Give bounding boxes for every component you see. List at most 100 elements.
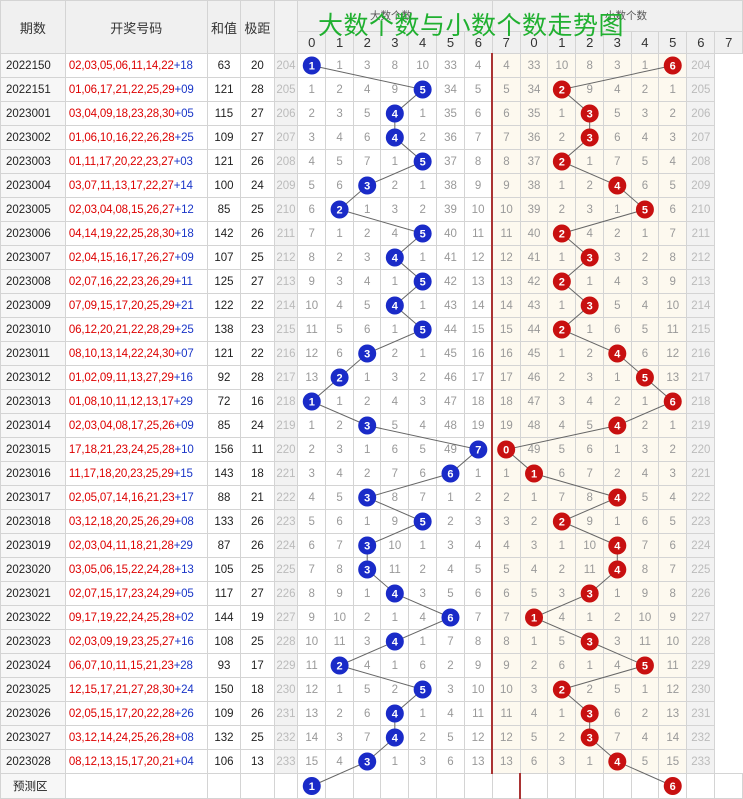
big-omission-cell: 8	[297, 245, 327, 270]
small-omission-cell: 3	[575, 245, 605, 270]
span-cell: 25	[240, 629, 275, 654]
predict-cell[interactable]	[273, 773, 299, 799]
small-omission-cell: 1	[519, 461, 549, 486]
small-omission-cell: 9	[491, 653, 521, 678]
predict-cell[interactable]	[658, 773, 688, 799]
big-omission-cell: 2	[352, 389, 382, 414]
small-col-2: 2	[575, 31, 605, 54]
span-cell: 25	[240, 557, 275, 582]
predict-cell[interactable]	[630, 773, 660, 799]
big-omission-cell: 39	[436, 197, 465, 222]
small-omission-cell: 5	[603, 293, 632, 318]
small-omission-cell: 3	[603, 629, 632, 654]
small-omission-cell: 5	[630, 317, 660, 342]
small-omission-cell: 45	[519, 341, 549, 366]
span-cell: 17	[240, 653, 275, 678]
predict-cell[interactable]	[408, 773, 438, 799]
big-group-label: 大数个数	[370, 10, 412, 22]
numbers-cell: 08,12,13,15,17,20,21+04	[64, 749, 208, 774]
big-omission-cell: 4	[380, 389, 410, 414]
predict-cell[interactable]	[686, 773, 716, 799]
big-omission-cell: 13	[297, 701, 327, 726]
big-omission-cell: 1	[297, 77, 327, 102]
big-omission-cell: 8	[325, 557, 354, 582]
big-omission-cell: 1	[380, 605, 410, 630]
sum-cell: 72	[206, 389, 242, 414]
big-omission-cell: 1	[325, 677, 354, 702]
big-omission-cell: 8	[463, 149, 493, 174]
small-omission-cell: 6	[547, 653, 577, 678]
small-omission-cell: 1	[575, 653, 605, 678]
big-omission-cell: 2	[408, 125, 438, 150]
row-index-cell: 207	[273, 125, 299, 150]
big-omission-cell: 7	[380, 461, 410, 486]
row-index-cell: 226	[273, 581, 299, 606]
predict-cell[interactable]	[240, 773, 275, 799]
row-index-cell: 218	[273, 389, 299, 414]
big-omission-cell: 11	[325, 629, 354, 654]
big-omission-cell: 3	[380, 365, 410, 390]
big-omission-cell: 1	[408, 629, 438, 654]
predict-cell[interactable]	[575, 773, 605, 799]
big-omission-cell: 15	[463, 317, 493, 342]
small-omission-cell: 9	[575, 77, 605, 102]
predict-cell[interactable]	[436, 773, 465, 799]
span-cell: 28	[240, 365, 275, 390]
row-index-cell: 211	[686, 221, 716, 246]
small-omission-cell: 4	[547, 413, 577, 438]
big-omission-cell: 6	[297, 197, 327, 222]
big-omission-cell: 6	[463, 581, 493, 606]
big-omission-cell: 48	[436, 413, 465, 438]
small-omission-cell: 2	[519, 653, 549, 678]
small-omission-cell: 2	[658, 437, 688, 462]
big-omission-cell: 14	[463, 293, 493, 318]
span-cell: 13	[240, 749, 275, 774]
predict-cell[interactable]	[603, 773, 632, 799]
predict-cell[interactable]	[463, 773, 493, 799]
small-omission-cell: 4	[603, 269, 632, 294]
big-omission-cell: 1	[380, 653, 410, 678]
row-index-cell: 206	[273, 101, 299, 126]
predict-cell[interactable]	[491, 773, 521, 799]
big-omission-cell: 1	[325, 389, 354, 414]
small-omission-cell: 7	[658, 557, 688, 582]
small-omission-cell: 2	[575, 173, 605, 198]
span-cell: 27	[240, 125, 275, 150]
small-omission-cell: 5	[630, 749, 660, 774]
small-omission-cell: 4	[603, 341, 632, 366]
header-numbers: 开奖号码	[64, 0, 208, 54]
predict-cell[interactable]	[352, 773, 382, 799]
numbers-cell: 01,08,10,11,12,13,17+29	[64, 389, 208, 414]
span-cell: 26	[240, 221, 275, 246]
numbers-cell: 01,06,10,16,22,26,28+25	[64, 125, 208, 150]
small-omission-cell: 6	[491, 101, 521, 126]
big-omission-cell: 2	[408, 197, 438, 222]
big-omission-cell: 14	[297, 725, 327, 750]
small-omission-cell: 6	[603, 701, 632, 726]
predict-cell[interactable]	[64, 773, 208, 799]
small-omission-cell: 5	[603, 101, 632, 126]
numbers-cell: 08,10,13,14,22,24,30+07	[64, 341, 208, 366]
small-omission-cell: 9	[630, 581, 660, 606]
big-omission-cell: 6	[463, 101, 493, 126]
period-cell: 2023005	[0, 197, 66, 222]
sum-cell: 85	[206, 413, 242, 438]
predict-cell[interactable]	[380, 773, 410, 799]
predict-cell[interactable]	[297, 773, 327, 799]
small-col-7: 7	[714, 31, 743, 54]
table-row: 2023002 01,06,10,16,22,26,28+25 109 27 207 3 4…	[0, 125, 743, 150]
big-omission-cell: 1	[325, 221, 354, 246]
predict-cell[interactable]	[519, 773, 549, 799]
big-omission-cell: 3	[297, 125, 327, 150]
small-omission-cell: 3	[575, 197, 605, 222]
table-row: 2023011 08,10,13,14,22,24,30+07 121 22 216 12…	[0, 341, 743, 366]
blue-number: +26	[174, 707, 194, 720]
predict-cell[interactable]	[547, 773, 577, 799]
predict-cell[interactable]	[325, 773, 354, 799]
big-omission-cell: 6	[325, 341, 354, 366]
predict-cell[interactable]	[714, 773, 743, 799]
big-omission-cell: 9	[380, 77, 410, 102]
big-col-6: 6	[463, 31, 493, 54]
row-index-cell: 232	[686, 725, 716, 750]
predict-cell[interactable]	[206, 773, 242, 799]
